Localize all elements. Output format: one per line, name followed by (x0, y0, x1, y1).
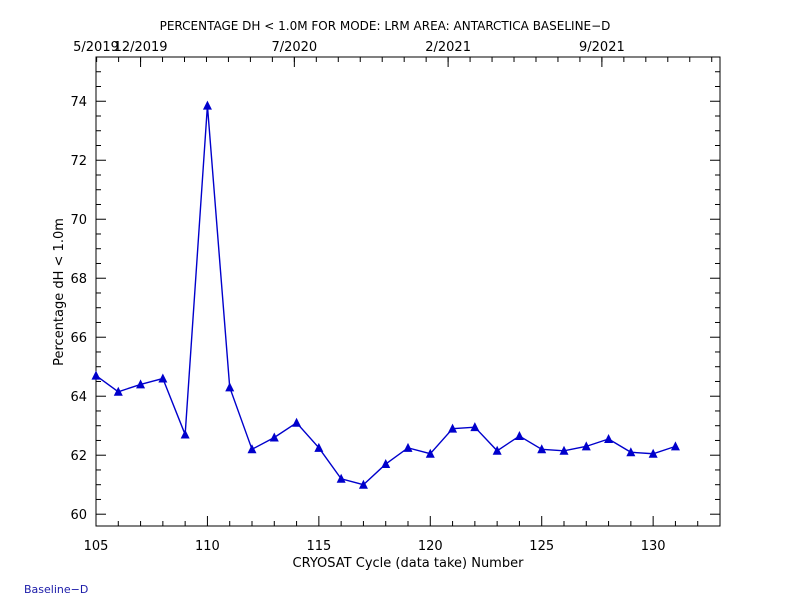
data-point-triangle (403, 442, 413, 452)
y-tick-label: 62 (70, 449, 87, 464)
x-tick-label: 130 (641, 539, 666, 554)
data-point-triangle (358, 479, 368, 489)
data-point-triangle (381, 459, 391, 469)
data-point-triangle (158, 373, 168, 383)
data-point-triangle (202, 100, 212, 110)
data-point-triangle (670, 441, 680, 451)
data-point-triangle (180, 429, 190, 439)
y-axis-label: Percentage dH < 1.0m (52, 218, 67, 366)
data-point-triangle (225, 382, 235, 392)
data-point-triangle (559, 445, 569, 455)
data-point-triangle (581, 441, 591, 451)
data-point-triangle (514, 431, 524, 441)
data-point-triangle (425, 448, 435, 458)
data-point-triangle (336, 473, 346, 483)
x-tick-label: 110 (195, 539, 220, 554)
y-tick-label: 64 (70, 390, 87, 405)
x-tick-labels: 105 110 115 120 125 130 (84, 539, 666, 554)
chart-title: PERCENTAGE DH < 1.0M FOR MODE: LRM AREA:… (160, 19, 611, 33)
top-tick-label: 12/2019 (114, 40, 168, 55)
top-tick-label: 2/2021 (425, 40, 471, 55)
top-tick-label: 9/2021 (579, 40, 625, 55)
y-tick-label: 70 (70, 213, 87, 228)
data-point-triangle (448, 423, 458, 433)
top-tick-label: 5/2019 (73, 40, 119, 55)
x-axis-label: CRYOSAT Cycle (data take) Number (293, 556, 525, 571)
y-tick-label: 72 (70, 154, 87, 169)
footer-label: Baseline−D (24, 583, 89, 596)
data-point-triangle (648, 448, 658, 458)
y-tick-label: 68 (70, 272, 87, 287)
data-point-triangle (314, 442, 324, 452)
x-tick-label: 125 (529, 539, 554, 554)
y-tick-label: 60 (70, 508, 87, 523)
x-tick-label: 105 (84, 539, 109, 554)
data-point-triangle (113, 386, 123, 396)
plot-frame (95, 56, 721, 527)
series-line (95, 105, 676, 486)
x-tick-label: 120 (418, 539, 443, 554)
y-tick-label: 66 (70, 331, 87, 346)
x-tick-label: 115 (306, 539, 331, 554)
series-layer (91, 100, 680, 489)
y-tick-labels: 60 62 64 66 68 70 72 74 (70, 95, 87, 523)
data-point-triangle (91, 370, 101, 380)
y-tick-label: 74 (70, 95, 87, 110)
data-point-triangle (269, 432, 279, 442)
axis-ticks (95, 56, 721, 526)
data-point-triangle (292, 417, 302, 427)
data-point-triangle (537, 444, 547, 454)
data-point-triangle (626, 447, 636, 457)
data-point-triangle (604, 433, 614, 443)
data-point-triangle (136, 379, 146, 389)
data-point-triangle (247, 444, 257, 454)
data-point-triangle (470, 422, 480, 432)
top-tick-label: 7/2020 (271, 40, 317, 55)
data-point-triangle (492, 445, 502, 455)
